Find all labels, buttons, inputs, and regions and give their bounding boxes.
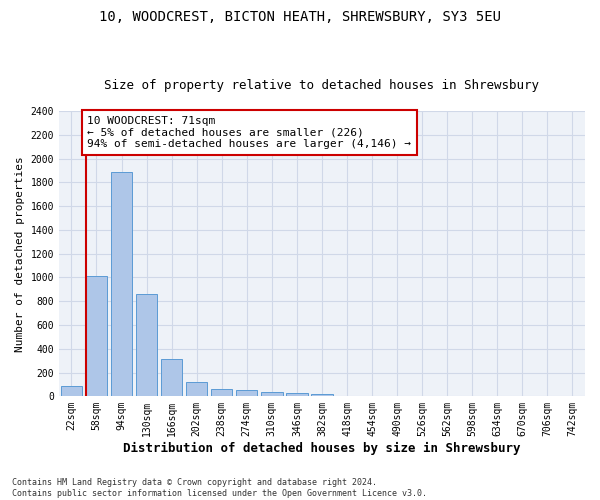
Title: Size of property relative to detached houses in Shrewsbury: Size of property relative to detached ho… [104,79,539,92]
Bar [161,359,182,397]
Text: Contains HM Land Registry data © Crown copyright and database right 2024.
Contai: Contains HM Land Registry data © Crown c… [12,478,427,498]
Bar [186,382,208,396]
Bar [211,389,232,396]
Bar [136,294,157,396]
Bar [236,390,257,396]
Bar [111,172,132,396]
Bar [86,276,107,396]
X-axis label: Distribution of detached houses by size in Shrewsbury: Distribution of detached houses by size … [123,442,521,455]
Bar [61,386,82,396]
Y-axis label: Number of detached properties: Number of detached properties [15,156,25,352]
Bar [311,394,332,396]
Text: 10 WOODCREST: 71sqm
← 5% of detached houses are smaller (226)
94% of semi-detach: 10 WOODCREST: 71sqm ← 5% of detached hou… [87,116,411,149]
Bar [286,393,308,396]
Bar [261,392,283,396]
Text: 10, WOODCREST, BICTON HEATH, SHREWSBURY, SY3 5EU: 10, WOODCREST, BICTON HEATH, SHREWSBURY,… [99,10,501,24]
